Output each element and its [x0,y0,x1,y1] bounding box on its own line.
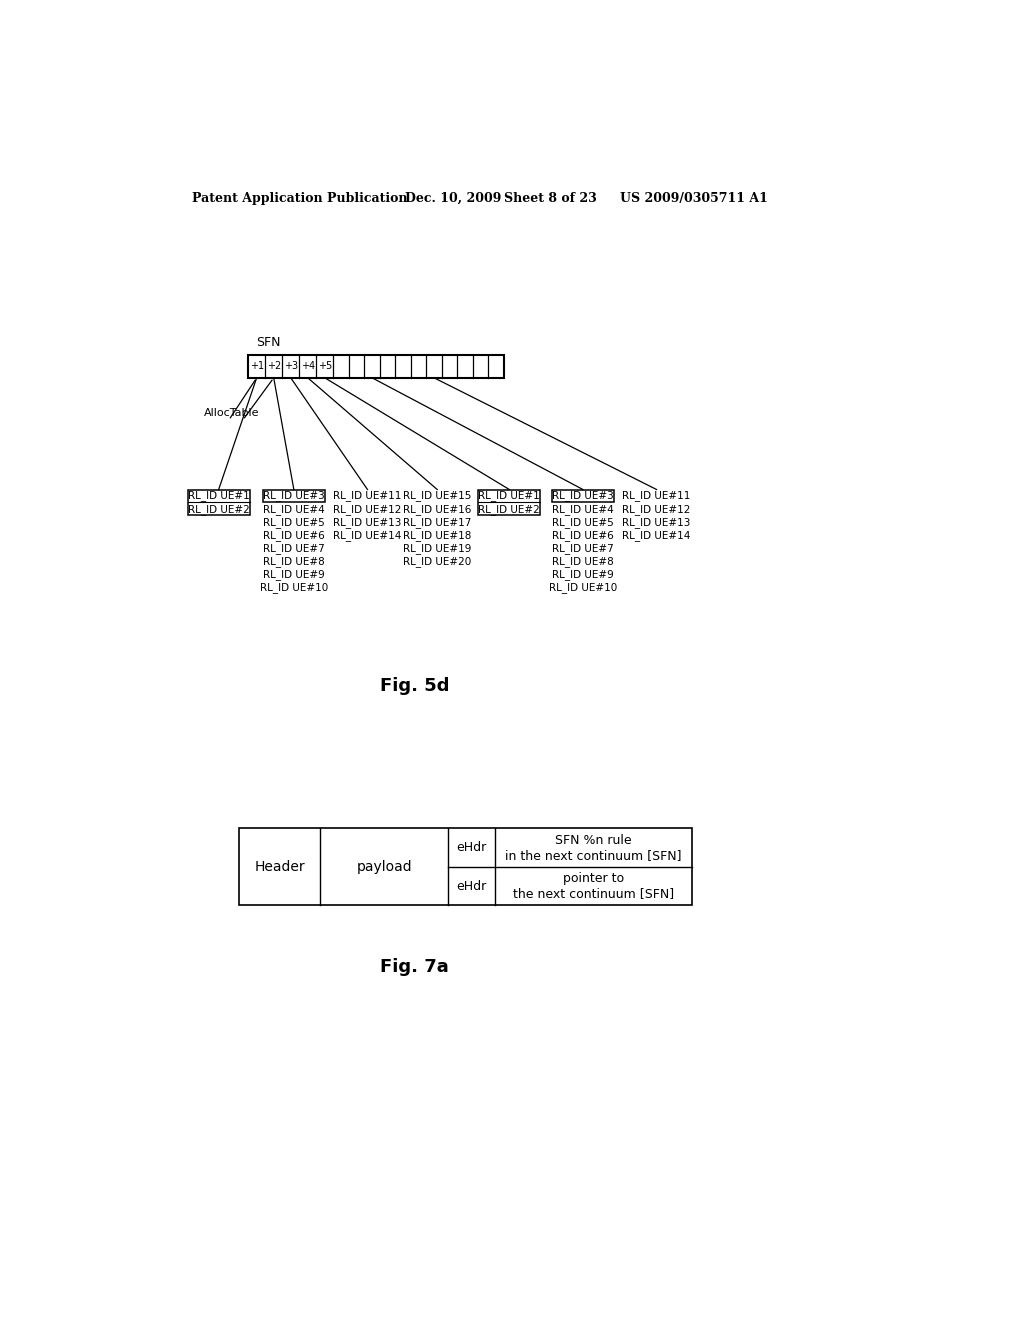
Text: RL_ID UE#13: RL_ID UE#13 [333,516,401,528]
Bar [239,829,692,906]
Text: RL_ID UE#3: RL_ID UE#3 [552,491,613,502]
Text: RL_ID UE#14: RL_ID UE#14 [623,529,691,541]
Text: RL_ID UE#7: RL_ID UE#7 [552,543,613,554]
Text: +3: +3 [284,362,298,371]
Text: eHdr: eHdr [457,841,486,854]
Text: RL_ID UE#11: RL_ID UE#11 [333,491,401,502]
Text: Dec. 10, 2009: Dec. 10, 2009 [406,191,502,205]
Text: RL_ID UE#10: RL_ID UE#10 [260,582,328,593]
Text: eHdr: eHdr [457,879,486,892]
Text: +5: +5 [317,362,332,371]
Text: RL_ID UE#1: RL_ID UE#1 [187,491,250,502]
Text: RL_ID UE#13: RL_ID UE#13 [623,516,691,528]
Text: RL_ID UE#8: RL_ID UE#8 [263,556,325,568]
Text: RL_ID UE#9: RL_ID UE#9 [552,569,613,579]
Text: RL_ID UE#12: RL_ID UE#12 [333,504,401,515]
Text: RL_ID UE#7: RL_ID UE#7 [263,543,325,554]
Text: RL_ID UE#4: RL_ID UE#4 [552,504,613,515]
Bar [552,490,614,502]
Text: Fig. 7a: Fig. 7a [380,958,450,975]
Text: RL_ID UE#5: RL_ID UE#5 [552,516,613,528]
Text: RL_ID UE#18: RL_ID UE#18 [403,529,471,541]
Text: payload: payload [356,859,412,874]
Text: Header: Header [254,859,305,874]
Text: RL_ID UE#2: RL_ID UE#2 [478,504,541,515]
Text: RL_ID UE#17: RL_ID UE#17 [403,516,471,528]
Text: RL_ID UE#14: RL_ID UE#14 [333,529,401,541]
Bar [248,355,504,378]
Text: RL_ID UE#12: RL_ID UE#12 [623,504,691,515]
Text: AllocTable: AllocTable [204,408,259,417]
Text: SFN: SFN [256,335,281,348]
Text: RL_ID UE#15: RL_ID UE#15 [403,491,471,502]
Text: RL_ID UE#2: RL_ID UE#2 [187,504,250,515]
Text: Sheet 8 of 23: Sheet 8 of 23 [504,191,597,205]
Text: RL_ID UE#6: RL_ID UE#6 [552,529,613,541]
Text: RL_ID UE#1: RL_ID UE#1 [478,491,541,502]
Text: US 2009/0305711 A1: US 2009/0305711 A1 [621,191,768,205]
Text: RL_ID UE#9: RL_ID UE#9 [263,569,325,579]
Text: RL_ID UE#4: RL_ID UE#4 [263,504,325,515]
Text: RL_ID UE#11: RL_ID UE#11 [623,491,691,502]
Text: +2: +2 [266,362,281,371]
Text: Patent Application Publication: Patent Application Publication [191,191,408,205]
Text: RL_ID UE#3: RL_ID UE#3 [263,491,325,502]
Text: +4: +4 [301,362,314,371]
Bar [263,490,325,502]
Text: pointer to
the next continuum [SFN]: pointer to the next continuum [SFN] [513,873,674,900]
Text: Fig. 5d: Fig. 5d [380,677,450,694]
Text: +1: +1 [250,362,264,371]
Text: RL_ID UE#5: RL_ID UE#5 [263,516,325,528]
Text: RL_ID UE#16: RL_ID UE#16 [403,504,471,515]
Text: RL_ID UE#19: RL_ID UE#19 [403,543,471,554]
Text: RL_ID UE#10: RL_ID UE#10 [549,582,617,593]
Text: SFN %n rule
in the next continuum [SFN]: SFN %n rule in the next continuum [SFN] [505,833,682,862]
Text: RL_ID UE#20: RL_ID UE#20 [403,556,471,568]
Text: RL_ID UE#8: RL_ID UE#8 [552,556,613,568]
Bar [478,490,541,515]
Bar [187,490,250,515]
Text: RL_ID UE#6: RL_ID UE#6 [263,529,325,541]
